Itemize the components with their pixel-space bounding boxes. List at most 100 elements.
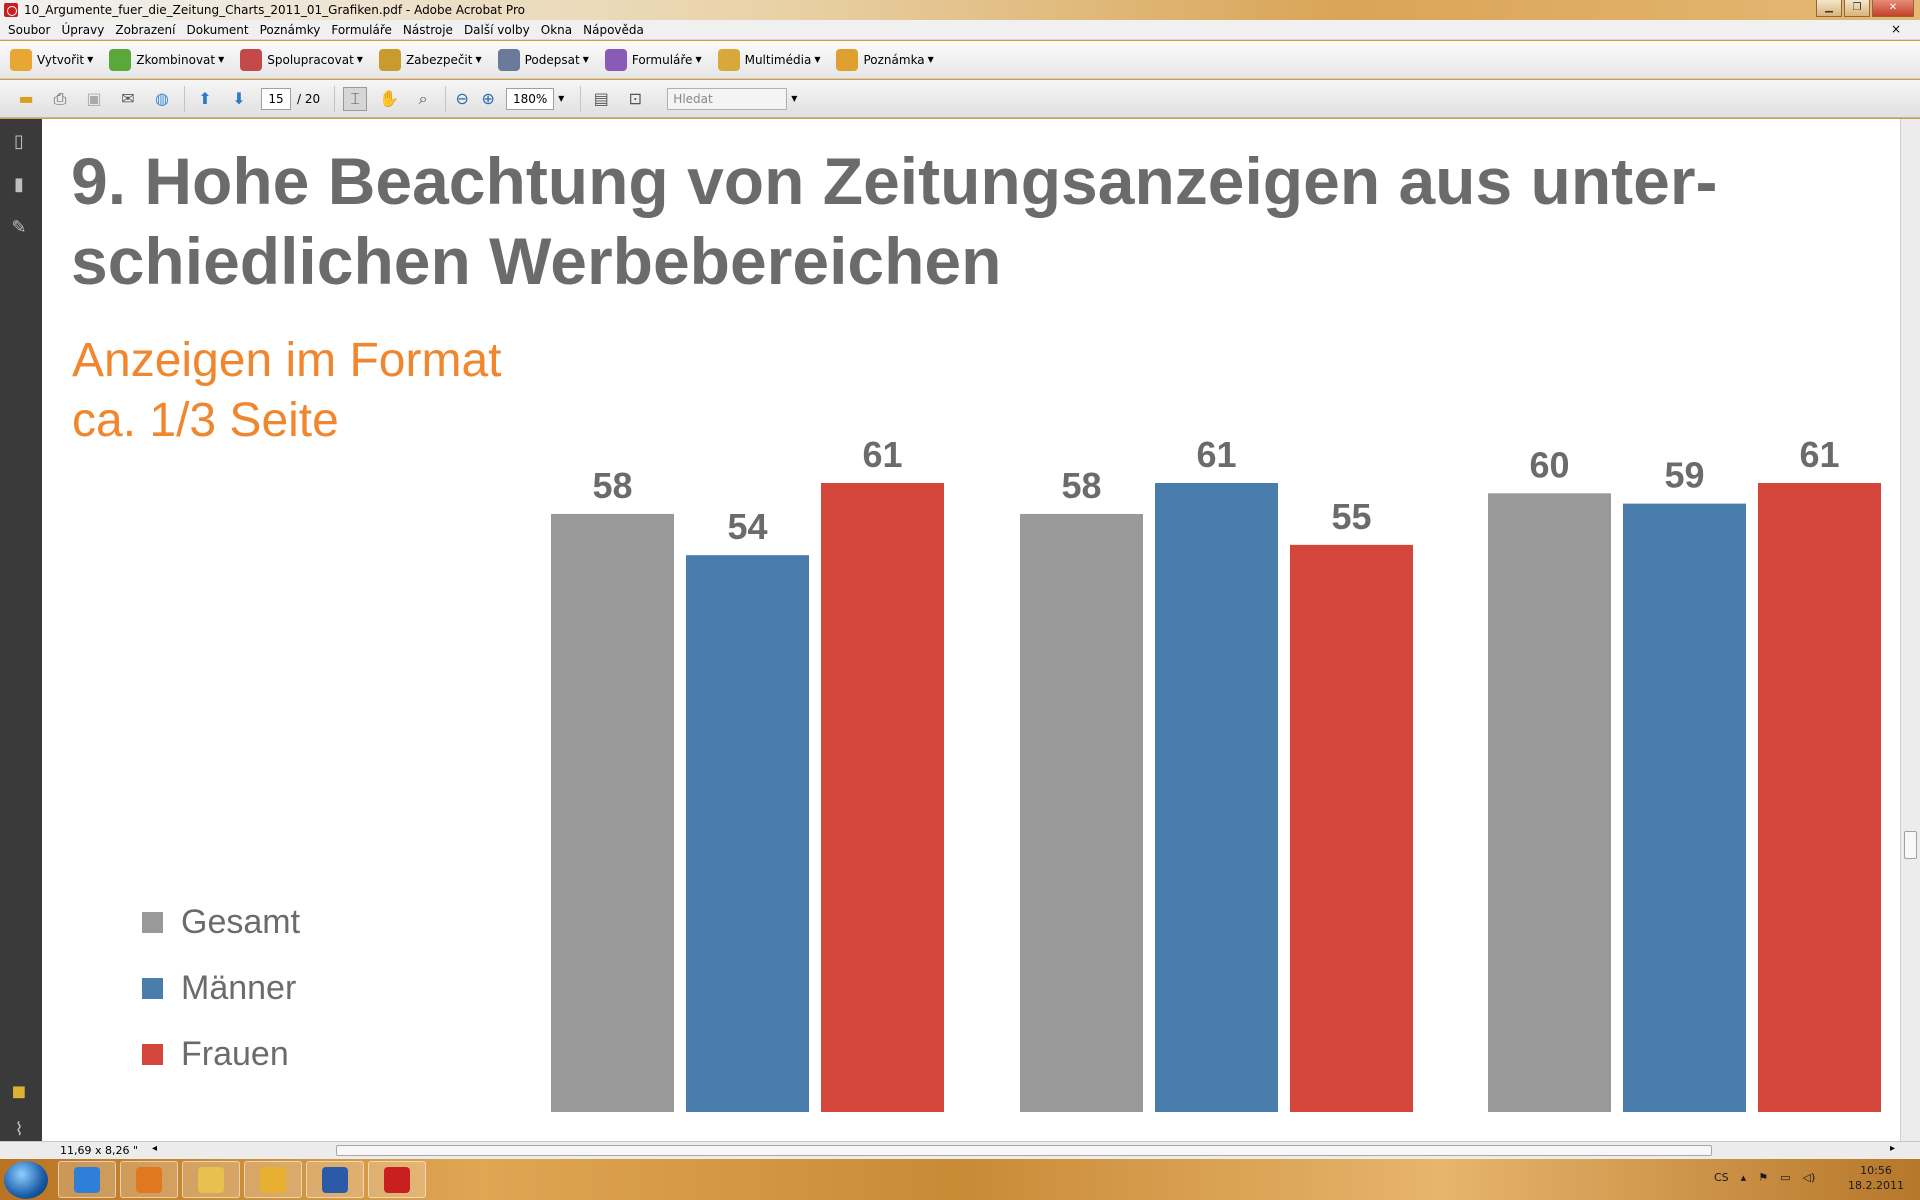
tasks-toolbar: Vytvořit ▼ Zkombinovat ▼ Spolupracovat ▼ Zabez… [0, 41, 1920, 79]
vertical-scrollbar[interactable] [1900, 119, 1920, 1141]
combine-icon [109, 48, 132, 71]
volume-icon[interactable]: ◁) [1802, 1171, 1816, 1184]
maximize-button[interactable]: ❐ [1844, 0, 1870, 17]
menu-soubor[interactable]: Soubor [8, 22, 51, 37]
email-icon[interactable]: ✉ [121, 89, 135, 108]
comments-panel-icon[interactable]: ◼ [11, 1081, 27, 1102]
clock[interactable]: 10:56 18.2.2011 [1848, 1163, 1904, 1193]
minimize-button[interactable]: ▁ [1816, 0, 1842, 17]
task-button-label: Formuláře [631, 52, 693, 67]
web-icon[interactable]: ◍ [155, 89, 169, 108]
menu-upravy[interactable]: Úpravy [61, 22, 105, 37]
next-page-icon[interactable]: ⬇ [232, 89, 246, 108]
hand-tool-icon[interactable]: ✋ [379, 89, 400, 108]
data-label: 61 [1196, 434, 1236, 475]
menu-zobrazeni[interactable]: Zobrazení [115, 22, 176, 37]
bar-männer-3 [1623, 503, 1746, 1113]
system-tray: CS ▴ ⚑ ▭ ◁) [1714, 1171, 1815, 1184]
menu-formulare[interactable]: Formuláře [331, 22, 392, 37]
network-icon[interactable]: ▭ [1780, 1171, 1791, 1184]
close-window-button[interactable]: ✕ [1872, 0, 1914, 17]
taskbar-app-acrobat[interactable] [368, 1161, 426, 1198]
taskbar-app-ie[interactable] [58, 1161, 116, 1198]
task-button-6[interactable]: Formuláře ▼ [604, 48, 702, 71]
page-title: 9. Hohe Beachtung von Zeitungsanzeigen a… [71, 144, 1718, 298]
page-total: / 20 [297, 91, 321, 106]
menu-dalsi-volby[interactable]: Další volby [463, 22, 530, 37]
multimedia-icon [717, 48, 740, 71]
page-size-readout: 11,69 x 8,26 " [60, 1144, 139, 1157]
scroll-left-arrow[interactable]: ◂ [152, 1143, 158, 1154]
marquee-zoom-icon[interactable]: ⌕ [418, 88, 428, 108]
lock-icon [378, 48, 401, 71]
zoom-level-input[interactable]: 180% [506, 87, 555, 110]
dropdown-caret-icon: ▼ [814, 55, 821, 64]
search-dropdown-icon[interactable]: ▼ [791, 94, 798, 103]
task-button-8[interactable]: Poznámka ▼ [836, 48, 934, 71]
menu-okna[interactable]: Okna [540, 22, 573, 37]
attachments-panel-icon[interactable]: ⌇ [14, 1119, 24, 1140]
language-indicator[interactable]: CS [1714, 1171, 1729, 1184]
menu-nastroje[interactable]: Nástroje [402, 22, 453, 37]
page-number-input[interactable]: 15 [261, 87, 291, 110]
data-label: 59 [1664, 455, 1704, 496]
start-button[interactable] [4, 1161, 48, 1199]
dropdown-caret-icon: ▼ [475, 55, 482, 64]
close-document-button[interactable]: × [1890, 22, 1901, 36]
fit-page-icon[interactable]: ⊡ [628, 89, 642, 108]
create-pdf-icon [10, 48, 32, 71]
legend-label: Männer [181, 968, 297, 1007]
save-icon[interactable]: ▣ [86, 89, 102, 108]
print-icon[interactable]: ⎙ [53, 88, 67, 108]
signatures-panel-icon[interactable]: ✎ [11, 217, 27, 238]
taskbar-app-outlook[interactable] [244, 1161, 302, 1198]
zoom-out-icon[interactable]: ⊖ [455, 89, 469, 108]
previous-page-icon[interactable]: ⬆ [198, 89, 212, 108]
zoom-dropdown-icon[interactable]: ▼ [558, 94, 565, 103]
taskbar-app-media-player[interactable] [120, 1161, 178, 1198]
task-button-2[interactable]: Zkombinovat ▼ [109, 48, 225, 71]
toolbar-separator [334, 85, 336, 112]
menu-napoveda[interactable]: Nápověda [583, 22, 644, 37]
legend-item: Frauen [142, 1021, 300, 1087]
select-tool-icon[interactable]: ⌶ [343, 86, 368, 111]
bar-chart: 58 54 61 58 61 55 60 59 61 [551, 434, 1881, 1113]
task-button-4[interactable]: Zabezpečit ▼ [378, 48, 482, 71]
data-label: 60 [1529, 444, 1569, 485]
horizontal-scroll-thumb[interactable] [336, 1145, 1712, 1156]
open-folder-icon[interactable]: ▬ [18, 89, 34, 108]
title-bar: 10_Argumente_fuer_die_Zeitung_Charts_201… [0, 0, 1920, 20]
task-button-1[interactable]: Vytvořit ▼ [10, 48, 93, 71]
task-button-label: Podepsat [524, 52, 580, 67]
menu-poznamky[interactable]: Poznámky [259, 22, 321, 37]
outlook-icon [260, 1166, 286, 1193]
window-controls: ▁ ❐ ✕ [1816, 0, 1914, 17]
task-button-5[interactable]: Podepsat ▼ [497, 48, 589, 71]
navigation-toolbar: ▬ ⎙ ▣ ✉ ◍ ⬆ ⬇ 15 / 20 ⌶ ✋ ⌕ ⊖ ⊕ 180% ▼ ▤… [0, 80, 1920, 118]
vertical-scroll-thumb[interactable] [1904, 831, 1917, 859]
legend-label: Frauen [181, 1034, 289, 1073]
flag-icon[interactable]: ⚑ [1758, 1171, 1769, 1184]
fit-width-icon[interactable]: ▤ [593, 89, 609, 108]
data-label: 61 [1799, 434, 1839, 475]
task-button-3[interactable]: Spolupracovat ▼ [240, 48, 363, 71]
search-input[interactable]: Hledat [667, 87, 788, 110]
task-button-7[interactable]: Multimédia ▼ [717, 48, 821, 71]
zoom-in-icon[interactable]: ⊕ [481, 89, 495, 108]
task-button-label: Multimédia [744, 52, 812, 67]
acrobat-app-icon [4, 3, 18, 17]
acrobat-icon [384, 1166, 410, 1193]
toolbar-separator [580, 85, 582, 112]
bar-frauen-2 [1290, 544, 1413, 1112]
dropdown-caret-icon: ▼ [356, 55, 363, 64]
toolbar-separator [445, 85, 447, 112]
dropdown-caret-icon: ▼ [218, 55, 225, 64]
window-title: 10_Argumente_fuer_die_Zeitung_Charts_201… [24, 3, 525, 17]
taskbar-app-explorer[interactable] [182, 1161, 240, 1198]
taskbar-app-word[interactable] [306, 1161, 364, 1198]
scroll-right-arrow[interactable]: ▸ [1890, 1143, 1896, 1154]
menu-dokument[interactable]: Dokument [186, 22, 249, 37]
bookmarks-panel-icon[interactable]: ▮ [14, 174, 24, 195]
pages-panel-icon[interactable]: ▯ [14, 131, 24, 152]
tray-arrow-icon[interactable]: ▴ [1740, 1171, 1747, 1184]
